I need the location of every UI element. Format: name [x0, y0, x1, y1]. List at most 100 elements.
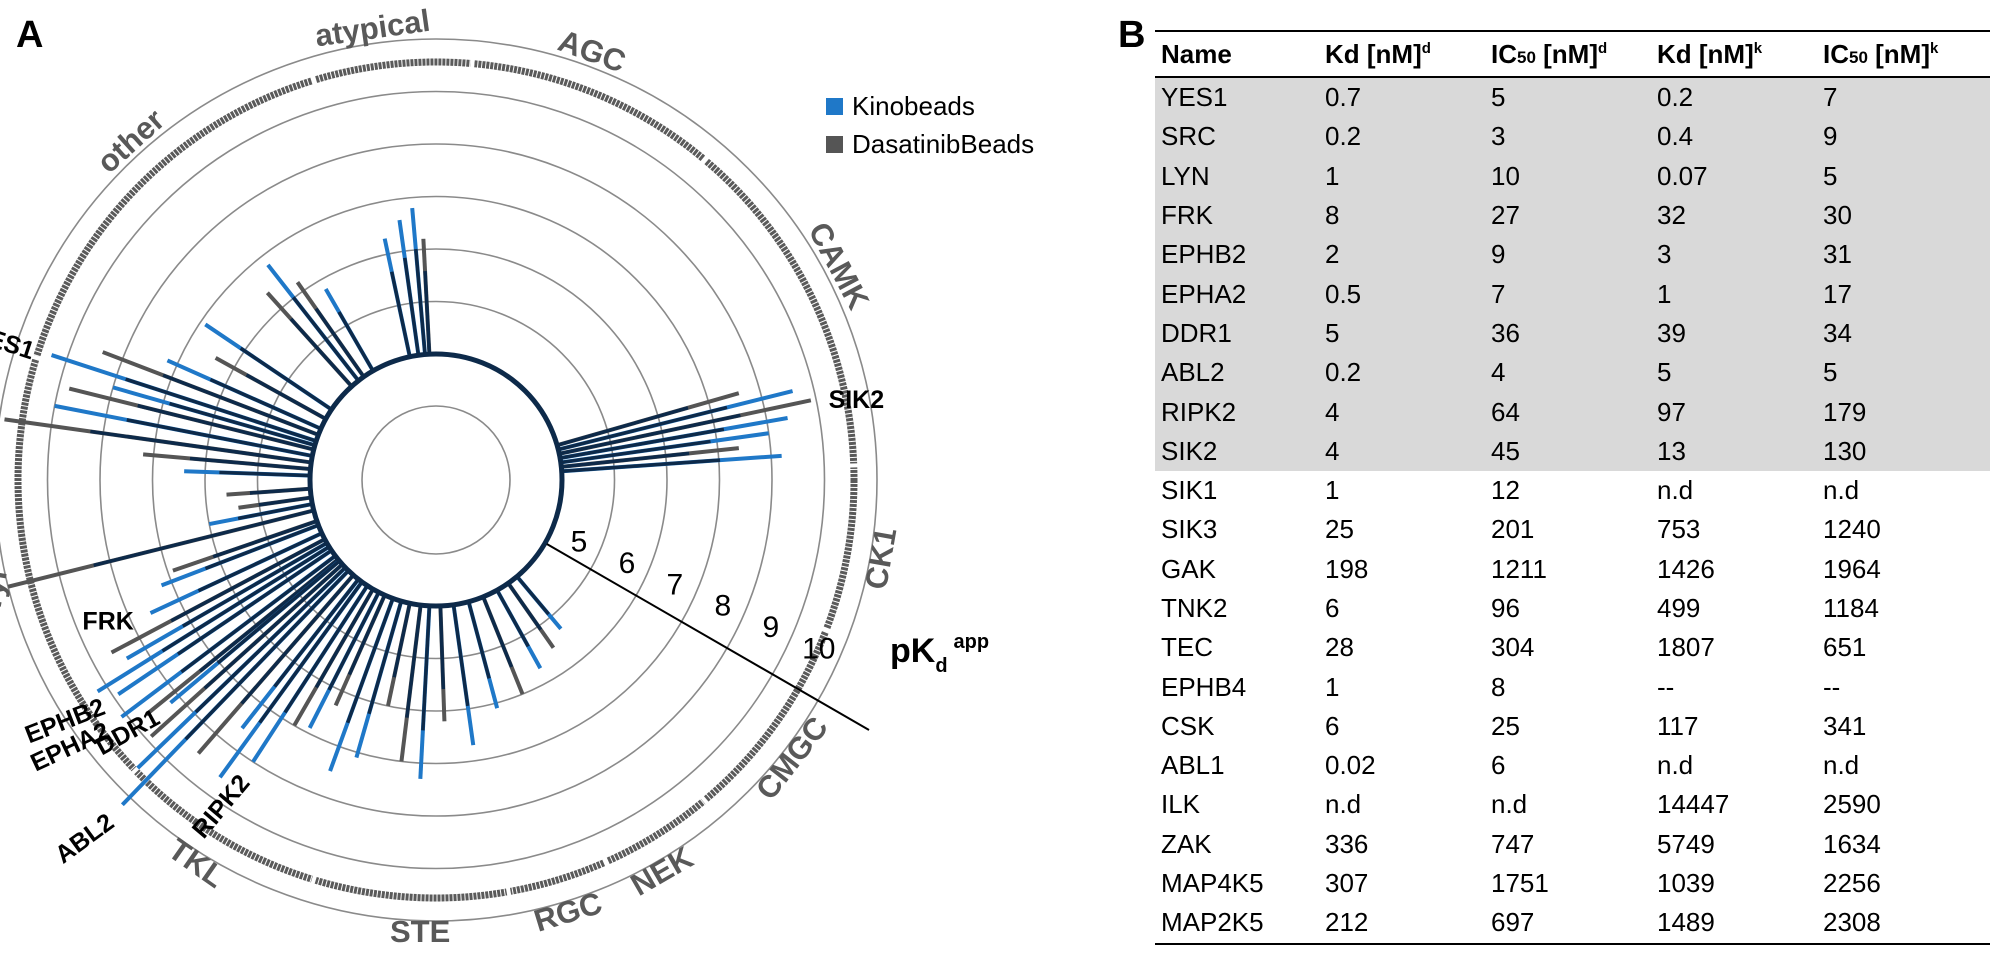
table-cell: 39	[1651, 313, 1817, 354]
table-cell: LYN	[1155, 156, 1319, 196]
table-cell: 0.4	[1651, 117, 1817, 157]
kinase-bar-base	[194, 567, 346, 714]
table-cell: 32	[1651, 195, 1817, 236]
kinase-bar-epha2-base	[180, 555, 335, 674]
table-cell: 36	[1485, 313, 1651, 354]
kinase-bar-base	[563, 451, 690, 469]
table-cell: 5	[1651, 353, 1817, 393]
kinase-bar-base	[245, 373, 325, 420]
table-row: SIK3 25 201 753 1240	[1155, 510, 1990, 549]
table-cell: ABL1	[1161, 750, 1225, 781]
table-cell: SRC	[1155, 117, 1319, 157]
family-gap	[505, 885, 512, 898]
radial-tick-label: 5	[571, 526, 588, 559]
table-cell: 5749	[1657, 828, 1715, 859]
table-cell: YES1	[1155, 77, 1319, 118]
table-cell: 697	[1485, 903, 1651, 945]
radial-tick-label: 8	[715, 590, 732, 623]
table-cell: 1184	[1823, 593, 1879, 623]
table-row: SIK1 1 12 n.d n.d	[1155, 471, 1990, 510]
table-cell: 10	[1485, 156, 1651, 196]
kinase-bar-base	[161, 546, 329, 653]
table-cell: 4	[1485, 353, 1651, 393]
table-row: EPHB4 1 8 -- --	[1155, 667, 1990, 706]
table-cell: SIK3	[1161, 514, 1218, 545]
kinase-bar-ripk2-base	[283, 586, 368, 714]
table-cell: 1634	[1823, 828, 1881, 859]
kinase-bar-base	[467, 603, 491, 679]
table-cell: EPHB4	[1161, 671, 1247, 702]
table-cell: 1807	[1657, 632, 1715, 663]
kinase-bar-base	[314, 589, 374, 689]
table-cell: 7	[1817, 77, 1990, 118]
hub-inner-ring	[361, 405, 511, 555]
kinase-bar-base	[258, 582, 363, 724]
column-header: IC50 [nM]d	[1485, 30, 1651, 78]
table-cell: 0.2	[1319, 117, 1485, 157]
table-cell: 6	[1325, 593, 1340, 623]
family-gap	[310, 873, 318, 887]
kinase-bar-base	[239, 346, 331, 410]
grid-ring	[204, 248, 668, 712]
table-cell: 9	[1485, 235, 1651, 275]
radial-tick-label: 6	[619, 547, 636, 580]
table-cell: MAP4K5	[1161, 868, 1264, 899]
table-row: SIK2 4 45 13 130	[1155, 431, 1990, 471]
table-cell: 5	[1817, 156, 1990, 196]
table-cell: 34	[1817, 313, 1990, 354]
kinase-bar-base	[562, 439, 711, 464]
table-cell: 1	[1651, 274, 1817, 314]
table-cell: 6	[1325, 710, 1340, 741]
family-gap	[601, 855, 611, 869]
family-label-ste: STE	[390, 914, 450, 949]
table-row: ABL2 0.2 4 5 5	[1155, 353, 1990, 393]
table-cell: CSK	[1161, 710, 1215, 741]
table-cell: SIK2	[1155, 431, 1319, 471]
table-cell: 2590	[1823, 789, 1881, 820]
kinase-bar-base	[403, 257, 420, 354]
table-cell: 1211	[1491, 553, 1547, 584]
table-cell: 97	[1651, 392, 1817, 432]
table-cell: MAP2K5	[1155, 903, 1319, 945]
table-cell: EPHA2	[1155, 274, 1319, 314]
kinase-bar-base	[170, 538, 324, 623]
table-body: YES1 0.7 5 0.2 7 SRC 0.2 3 0.4 9 LYN 1 10 0.07 5 FRK 8 27…	[1155, 77, 1990, 945]
kinase-bar-base	[438, 607, 446, 690]
family-label-cmgc: CMGC	[749, 710, 835, 806]
kinase-bar-base	[392, 604, 412, 678]
kinase-bar-base	[414, 248, 427, 353]
table-cell: 8	[1319, 195, 1485, 236]
family-gap	[310, 73, 318, 87]
grid-ring	[0, 38, 878, 922]
kinase-bar-base	[561, 427, 725, 460]
table-cell: 307	[1325, 868, 1369, 899]
kinase-bar-base	[209, 377, 320, 430]
kinase-bar-base	[327, 593, 380, 691]
table-cell: ZAK	[1161, 828, 1212, 859]
family-ring	[14, 58, 858, 902]
kinase-bar-base	[204, 524, 318, 571]
table-row: ABL1 0.02 6 n.d n.d	[1155, 746, 1990, 785]
table-cell: 25	[1325, 514, 1354, 545]
table-cell: 304	[1491, 632, 1535, 663]
panel-a-label: A	[16, 14, 44, 56]
radial-tick-label: 10	[802, 632, 835, 665]
table-row: ILK n.d n.d 14447 2590	[1155, 785, 1990, 824]
table-cell: 1	[1325, 671, 1340, 702]
table-header-row: Name Kd [nM]d IC50 [nM]d Kd [nM]k IC50 [nM]k	[1155, 30, 1990, 78]
kinase-bar-base	[390, 271, 412, 356]
table-cell: TNK2	[1161, 593, 1228, 623]
table-cell: 747	[1491, 828, 1535, 859]
table-cell: 336	[1325, 828, 1369, 859]
hub-ring	[307, 351, 565, 609]
family-gap	[699, 794, 711, 807]
kinase-bar-base	[291, 296, 359, 381]
table-cell: 12	[1491, 475, 1520, 506]
kinase-bar-base	[516, 576, 550, 616]
table-cell: 651	[1823, 632, 1867, 663]
table-row: YES1 0.7 5 0.2 7	[1155, 77, 1990, 118]
legend-label-kinobeads: Kinobeads	[852, 91, 975, 121]
kinase-bar-lyn-base	[93, 509, 313, 568]
kinase-bar-base	[423, 271, 432, 353]
kinase-label-ripk2: RIPK2	[187, 769, 256, 843]
